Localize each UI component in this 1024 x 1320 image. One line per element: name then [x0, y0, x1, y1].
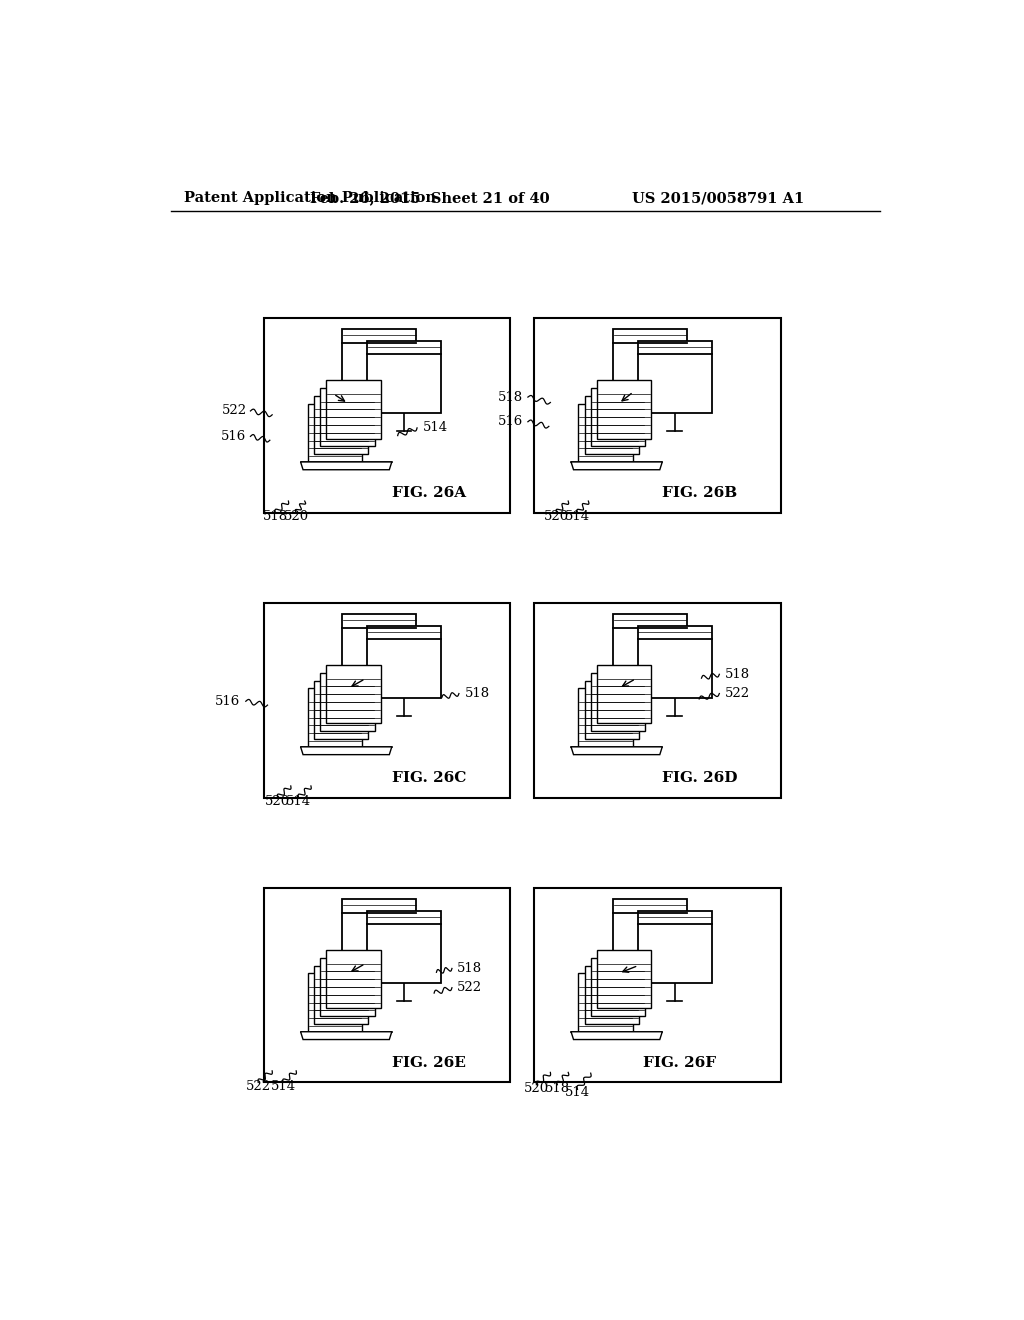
Bar — [535, 603, 780, 797]
Text: 514: 514 — [286, 795, 311, 808]
Text: FIG. 26F: FIG. 26F — [642, 1056, 716, 1071]
Bar — [342, 614, 417, 689]
Text: FIG. 26E: FIG. 26E — [392, 1056, 466, 1071]
Bar — [308, 689, 362, 747]
Text: 522: 522 — [246, 1080, 270, 1093]
Bar — [597, 380, 651, 438]
Text: 514: 514 — [270, 1080, 296, 1093]
Bar — [579, 973, 633, 1032]
Text: FIG. 26A: FIG. 26A — [392, 486, 466, 500]
Text: Patent Application Publication: Patent Application Publication — [183, 191, 436, 206]
Bar — [535, 887, 780, 1082]
Bar — [585, 396, 639, 454]
Text: FIG. 26C: FIG. 26C — [392, 771, 466, 785]
Bar — [314, 965, 369, 1024]
Bar — [591, 673, 645, 731]
Bar — [263, 887, 510, 1082]
Bar — [638, 341, 712, 413]
Text: 518: 518 — [545, 1082, 570, 1096]
Bar — [321, 388, 375, 446]
Bar — [263, 318, 510, 512]
Bar — [638, 911, 712, 983]
Text: Feb. 26, 2015  Sheet 21 of 40: Feb. 26, 2015 Sheet 21 of 40 — [310, 191, 550, 206]
Text: 514: 514 — [565, 510, 590, 523]
Bar — [308, 973, 362, 1032]
Text: FIG. 26D: FIG. 26D — [663, 771, 737, 785]
Text: 518: 518 — [465, 686, 490, 700]
Bar — [591, 388, 645, 446]
Text: 518: 518 — [263, 510, 288, 523]
Polygon shape — [571, 747, 663, 755]
Bar — [314, 396, 369, 454]
Bar — [308, 404, 362, 462]
Polygon shape — [571, 462, 663, 470]
Text: 520: 520 — [544, 510, 569, 523]
Bar — [342, 330, 417, 404]
Text: 518: 518 — [498, 391, 523, 404]
Text: 514: 514 — [565, 1086, 590, 1100]
Bar — [321, 673, 375, 731]
Bar — [263, 603, 510, 797]
Text: 520: 520 — [265, 795, 290, 808]
Bar — [368, 341, 441, 413]
Text: US 2015/0058791 A1: US 2015/0058791 A1 — [632, 191, 804, 206]
Polygon shape — [571, 1032, 663, 1040]
Bar — [585, 681, 639, 739]
Bar — [591, 958, 645, 1016]
Bar — [327, 665, 381, 723]
Text: 522: 522 — [725, 686, 750, 700]
Text: 520: 520 — [524, 1082, 549, 1096]
Text: FIG. 26B: FIG. 26B — [663, 486, 737, 500]
Polygon shape — [301, 747, 392, 755]
Bar — [368, 626, 441, 698]
Bar — [613, 899, 687, 973]
Bar — [327, 380, 381, 438]
Bar — [321, 958, 375, 1016]
Text: 516: 516 — [498, 416, 523, 428]
Text: 520: 520 — [284, 510, 309, 523]
Bar — [327, 950, 381, 1008]
Bar — [613, 614, 687, 689]
Text: 514: 514 — [423, 421, 447, 434]
Text: 516: 516 — [221, 430, 247, 444]
Bar — [342, 899, 417, 973]
Bar — [597, 665, 651, 723]
Bar — [535, 318, 780, 512]
Text: 522: 522 — [221, 404, 247, 417]
Bar — [314, 681, 369, 739]
Bar — [597, 950, 651, 1008]
Bar — [579, 404, 633, 462]
Text: 522: 522 — [458, 981, 482, 994]
Bar — [638, 626, 712, 698]
Bar — [579, 689, 633, 747]
Text: 516: 516 — [215, 694, 241, 708]
Polygon shape — [301, 462, 392, 470]
Text: 518: 518 — [458, 962, 482, 975]
Polygon shape — [301, 1032, 392, 1040]
Bar — [613, 330, 687, 404]
Bar — [585, 965, 639, 1024]
Text: 518: 518 — [725, 668, 750, 681]
Bar — [368, 911, 441, 983]
